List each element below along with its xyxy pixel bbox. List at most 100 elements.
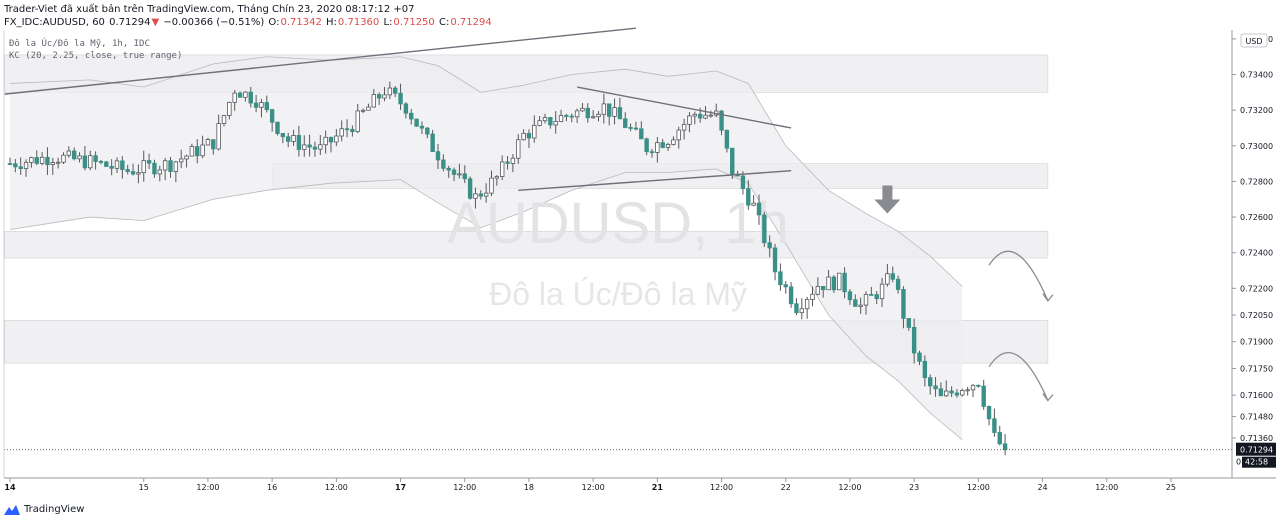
candle[interactable] [922, 355, 928, 387]
candle[interactable] [708, 110, 714, 118]
candle[interactable] [462, 165, 467, 184]
candle[interactable] [665, 142, 671, 151]
candle[interactable] [376, 92, 382, 106]
candle[interactable] [216, 114, 221, 151]
candle[interactable] [467, 176, 473, 200]
candle[interactable] [590, 110, 596, 119]
candle[interactable] [906, 318, 911, 331]
candle[interactable] [39, 152, 45, 166]
candle[interactable] [173, 160, 179, 183]
candle[interactable] [724, 129, 730, 153]
candle[interactable] [435, 143, 441, 170]
candle[interactable] [885, 264, 890, 287]
candle[interactable] [821, 285, 826, 298]
candle[interactable] [205, 137, 211, 146]
candle[interactable] [109, 159, 114, 176]
candle[interactable] [788, 282, 794, 308]
candle[interactable] [799, 298, 804, 320]
candle[interactable] [414, 118, 419, 127]
candle[interactable] [409, 108, 414, 125]
candle[interactable] [874, 291, 879, 305]
candle[interactable] [660, 138, 665, 149]
candle[interactable] [783, 280, 788, 294]
candle[interactable] [318, 134, 323, 156]
candle[interactable] [895, 275, 901, 294]
candle[interactable] [34, 150, 39, 166]
candle[interactable] [494, 175, 500, 186]
candle[interactable] [339, 120, 344, 142]
candle[interactable] [986, 405, 992, 426]
candle[interactable] [457, 163, 462, 179]
candle[interactable] [430, 129, 435, 153]
candle[interactable] [869, 286, 874, 296]
candle[interactable] [772, 243, 778, 281]
candle[interactable] [178, 149, 184, 169]
candle[interactable] [853, 294, 858, 307]
candle[interactable] [944, 380, 949, 397]
candle[interactable] [419, 121, 425, 135]
candle[interactable] [45, 147, 50, 175]
candle[interactable] [451, 167, 457, 182]
candle[interactable] [938, 382, 944, 397]
candle[interactable] [82, 146, 88, 171]
candle[interactable] [312, 141, 318, 157]
candle[interactable] [50, 157, 55, 175]
candle[interactable] [580, 103, 585, 112]
candle[interactable] [23, 159, 29, 177]
candle[interactable] [644, 137, 649, 156]
candle[interactable] [767, 235, 772, 258]
candle[interactable] [553, 111, 558, 134]
candle[interactable] [382, 86, 387, 102]
candle[interactable] [157, 165, 162, 182]
candle[interactable] [200, 135, 205, 159]
candle[interactable] [681, 118, 687, 140]
candle[interactable] [61, 152, 66, 165]
candle[interactable] [104, 160, 109, 167]
candle[interactable] [842, 267, 847, 299]
candle[interactable] [184, 154, 189, 168]
candle[interactable] [441, 154, 446, 172]
candle[interactable] [558, 109, 564, 123]
candle[interactable] [687, 112, 692, 133]
candle[interactable] [136, 164, 141, 184]
candle[interactable] [526, 129, 532, 148]
candle[interactable] [232, 89, 237, 111]
candle[interactable] [1002, 434, 1008, 456]
candle[interactable] [259, 98, 264, 118]
candle[interactable] [275, 121, 280, 136]
candle[interactable] [879, 277, 885, 307]
candle[interactable] [227, 101, 232, 120]
candle[interactable] [804, 296, 810, 319]
candle[interactable] [676, 126, 681, 149]
candle[interactable] [933, 376, 938, 397]
candle[interactable] [740, 171, 746, 195]
candle[interactable] [425, 126, 430, 139]
candle[interactable] [751, 194, 756, 207]
candle[interactable] [189, 143, 195, 157]
candle[interactable] [13, 159, 18, 173]
candle[interactable] [633, 121, 639, 131]
candle[interactable] [981, 379, 986, 410]
candle[interactable] [280, 133, 286, 144]
candle[interactable] [302, 135, 307, 157]
candle[interactable] [269, 108, 275, 132]
candle[interactable] [168, 156, 173, 178]
candle[interactable] [296, 125, 302, 157]
candle[interactable] [649, 148, 655, 158]
candle[interactable] [237, 91, 243, 98]
candle[interactable] [692, 111, 697, 125]
candle[interactable] [355, 103, 360, 134]
candle[interactable] [125, 164, 130, 175]
candle[interactable] [243, 91, 248, 102]
trendline[interactable] [576, 86, 792, 129]
candle[interactable] [360, 108, 366, 114]
currency-badge[interactable]: USD [1240, 33, 1268, 48]
candle[interactable] [746, 180, 751, 210]
candle[interactable] [596, 111, 601, 122]
candle[interactable] [928, 374, 933, 395]
candle[interactable] [521, 129, 526, 141]
candle[interactable] [516, 134, 521, 164]
candle[interactable] [826, 270, 831, 291]
candle[interactable] [762, 211, 767, 247]
